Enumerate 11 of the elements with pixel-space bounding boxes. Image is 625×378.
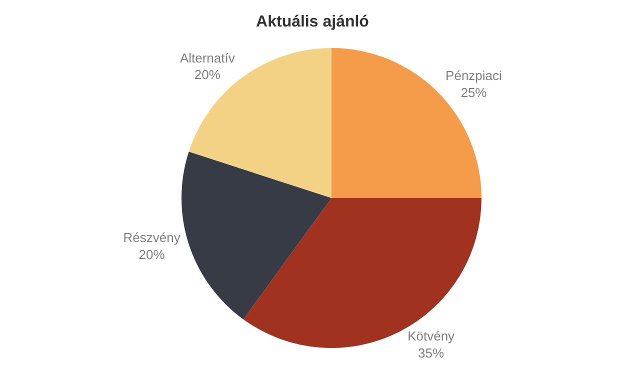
data-label: 20%	[194, 67, 221, 82]
slice-label: Kötvény	[408, 328, 456, 344]
chart-title: Aktuális ajánló	[256, 13, 370, 30]
slice-label: Pénzpiaci	[446, 68, 502, 84]
data-label: 20%	[138, 246, 166, 262]
pie-slice	[182, 152, 332, 320]
data-label: 35%	[418, 345, 445, 360]
pie-slice	[243, 198, 482, 348]
data-label: 25%	[460, 84, 488, 100]
slice-label: Részvény	[123, 230, 181, 245]
slice-label: Alternatív	[180, 50, 236, 66]
